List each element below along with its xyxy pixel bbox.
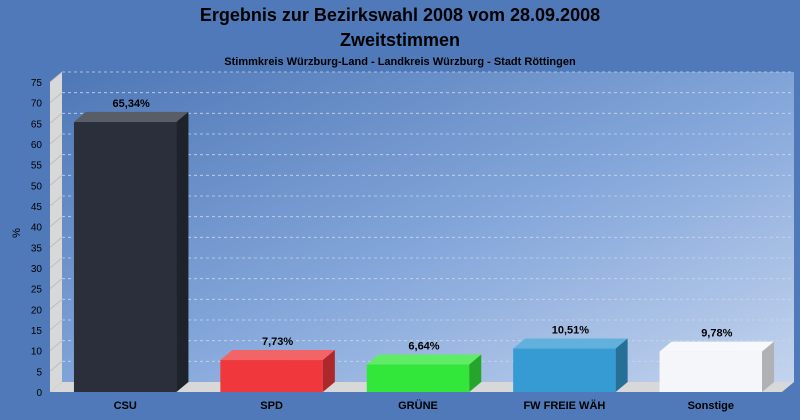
bar-side bbox=[176, 111, 189, 392]
bar-front bbox=[220, 360, 323, 392]
y-tick-label: 50 bbox=[31, 181, 43, 192]
bar-front bbox=[366, 364, 470, 392]
y-tick-label: 75 bbox=[31, 78, 43, 89]
bar-1: 65,34% bbox=[73, 98, 189, 392]
y-axis-ticks: 0 5 10 15 20 25 30 35 40 45 50 55 60 65 70 75 bbox=[31, 78, 43, 399]
bars: 65,34% 7,73% 6,64% 10,51% 9,78% bbox=[73, 98, 775, 392]
plot-side-wall bbox=[50, 72, 62, 392]
y-tick-label: 15 bbox=[31, 326, 43, 337]
bar-top bbox=[366, 354, 482, 365]
bar-front bbox=[659, 351, 763, 392]
gridline-side bbox=[49, 319, 63, 331]
data-label: 6,64% bbox=[408, 341, 439, 353]
gridline-side bbox=[49, 361, 63, 372]
y-tick-label: 35 bbox=[31, 243, 43, 254]
bar-side bbox=[762, 341, 775, 392]
y-tick-label: 5 bbox=[36, 367, 42, 378]
bar-2: 7,73% bbox=[220, 336, 335, 392]
bar-top bbox=[513, 338, 628, 349]
bar-4: 10,51% bbox=[513, 325, 628, 392]
gridline-side bbox=[49, 113, 63, 124]
bar-top bbox=[659, 341, 775, 352]
gridline-side bbox=[49, 278, 63, 289]
x-tick-label: FW FREIE WÄH bbox=[523, 399, 605, 412]
bar-3: 6,64% bbox=[366, 341, 482, 392]
chart-subtitle: Zweitstimmen bbox=[340, 30, 460, 50]
bar-side bbox=[615, 338, 628, 392]
gridline-side bbox=[49, 216, 63, 227]
gridline-side bbox=[49, 133, 63, 145]
chart-title: Ergebnis zur Bezirkswahl 2008 vom 28.09.… bbox=[200, 5, 600, 25]
gridline-side bbox=[49, 299, 63, 310]
gridline-side bbox=[49, 92, 63, 103]
bar-top bbox=[220, 350, 335, 361]
plot-back-wall bbox=[62, 72, 794, 382]
y-tick-label: 20 bbox=[31, 305, 43, 316]
y-tick-label: 25 bbox=[31, 285, 43, 296]
x-tick-label: Sonstige bbox=[688, 400, 734, 412]
bar-front bbox=[513, 348, 616, 392]
x-axis-labels: CSU SPD GRÜNE FW FREIE WÄH Sonstige bbox=[114, 399, 734, 412]
y-axis-label: % bbox=[11, 228, 23, 238]
gridline-side bbox=[49, 237, 63, 248]
y-tick-label: 40 bbox=[31, 223, 43, 234]
y-tick-label: 70 bbox=[31, 99, 43, 110]
gridline-side bbox=[49, 71, 63, 83]
gridline-side bbox=[49, 175, 63, 186]
x-tick-label: CSU bbox=[114, 400, 137, 412]
bar-side bbox=[322, 350, 335, 392]
data-label: 10,51% bbox=[552, 325, 590, 337]
data-label: 9,78% bbox=[701, 328, 732, 340]
y-tick-label: 45 bbox=[31, 202, 43, 213]
chart-caption: Stimmkreis Würzburg-Land - Landkreis Wür… bbox=[224, 56, 576, 68]
data-label: 65,34% bbox=[113, 98, 151, 110]
gridline-side bbox=[49, 154, 63, 165]
y-tick-label: 60 bbox=[31, 140, 43, 151]
x-tick-label: GRÜNE bbox=[398, 399, 438, 412]
gridline-side bbox=[49, 340, 63, 351]
bar-front bbox=[73, 121, 177, 392]
bar-top bbox=[73, 111, 189, 122]
gridline-side bbox=[49, 195, 63, 207]
bar-5: 9,78% bbox=[659, 328, 775, 392]
y-tick-label: 10 bbox=[31, 347, 43, 358]
data-label: 7,73% bbox=[262, 336, 293, 348]
y-tick-label: 65 bbox=[31, 119, 43, 130]
y-tick-label: 55 bbox=[31, 161, 43, 172]
gridline-side bbox=[49, 257, 63, 269]
bar-side bbox=[469, 354, 482, 392]
y-tick-label: 30 bbox=[31, 264, 43, 275]
x-tick-label: SPD bbox=[260, 400, 283, 412]
y-tick-label: 0 bbox=[36, 388, 42, 399]
